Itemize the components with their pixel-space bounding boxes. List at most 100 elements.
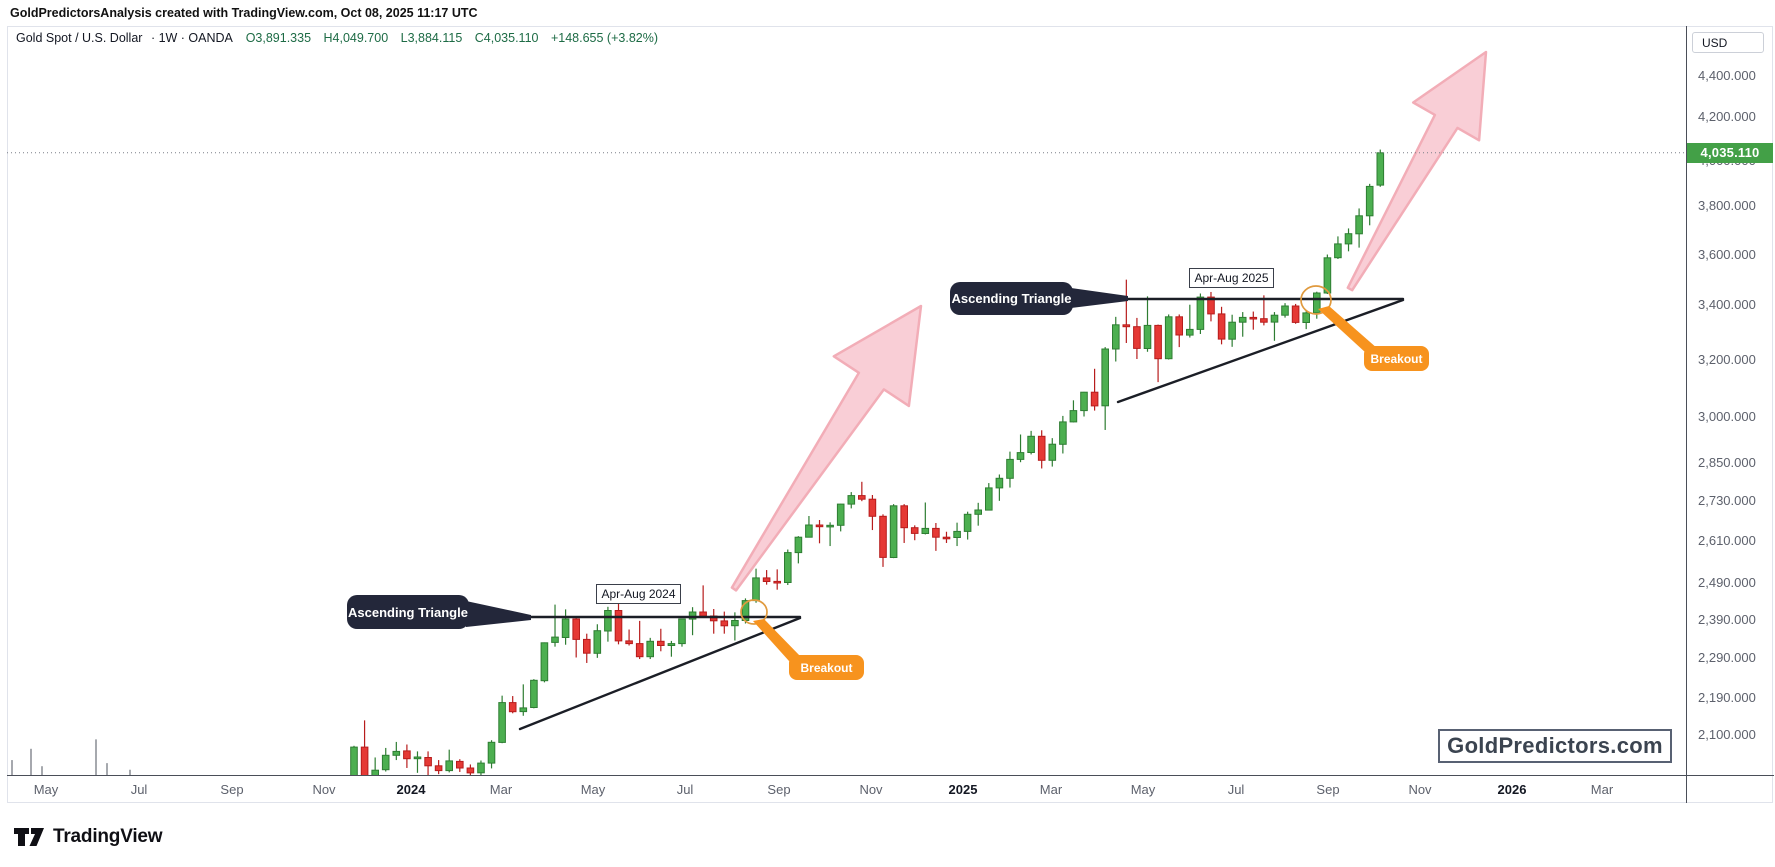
badge-pointer-tail (466, 601, 531, 627)
candle-body (805, 524, 813, 538)
candle-body (371, 769, 379, 775)
symbol-meta[interactable]: · 1W · OANDA (150, 31, 233, 45)
candle-body (1238, 316, 1247, 323)
period-label-1[interactable]: Apr-Aug 2025 (1189, 268, 1274, 288)
time-tick-label: May (580, 782, 606, 797)
ohlc-high: H4,049.700 (323, 31, 389, 45)
symbol-header: Gold Spot / U.S. Dollar · 1W · OANDA O3,… (16, 31, 667, 45)
candle-body (381, 754, 390, 771)
candle-body (1059, 421, 1067, 445)
candle-body (773, 580, 782, 584)
ohlc-change: +148.655 (+3.82%) (550, 31, 658, 45)
candle-body (572, 618, 581, 640)
candle-body (699, 611, 707, 617)
breakout-circle[interactable] (1300, 285, 1332, 315)
time-tick-label: Sep (220, 782, 244, 797)
candle-body (1006, 458, 1014, 479)
last-price-badge: 4,035.110 (1687, 142, 1773, 163)
candle-body (413, 756, 422, 760)
candle-body (593, 630, 602, 654)
candle-body (1249, 316, 1258, 320)
price-tick-label: 3,400.000 (1698, 297, 1756, 313)
ascending-triangle-badge-0[interactable]: Ascending Triangle (347, 595, 469, 629)
credit-line: GoldPredictorsAnalysis created with Trad… (10, 6, 478, 20)
ohlc-low: L3,884.115 (400, 31, 463, 45)
time-tick-label: 2025 (948, 782, 978, 797)
candle-body (1217, 313, 1226, 340)
candle-body (1302, 312, 1311, 323)
triangle-trendline[interactable] (518, 616, 802, 731)
candle-body (836, 503, 845, 526)
candle-body (434, 765, 443, 772)
triangle-trendline[interactable] (1116, 298, 1405, 404)
candle-body (635, 643, 644, 658)
candle-body (540, 642, 549, 682)
price-tick-label: 3,200.000 (1698, 351, 1756, 367)
ohlc-open: O3,891.335 (245, 31, 312, 45)
candle-body (1175, 316, 1184, 336)
candle-body (487, 741, 496, 764)
candle-body (519, 707, 528, 713)
candle-body (1122, 324, 1131, 328)
candle-body (477, 762, 485, 774)
candle-body (1281, 305, 1289, 316)
ascending-triangle-badge-1[interactable]: Ascending Triangle (950, 282, 1073, 315)
candle-body (1323, 257, 1332, 294)
currency-toggle-button[interactable]: USD (1692, 32, 1764, 53)
breakout-badge-1[interactable]: Breakout (1364, 346, 1429, 371)
candle-body (1027, 435, 1035, 453)
time-tick-label: Nov (1408, 782, 1432, 797)
price-axis-separator (1686, 26, 1687, 803)
time-axis-line (7, 775, 1774, 776)
breakout-pointer (1318, 306, 1378, 353)
ohlc-values: O3,891.335 H4,049.700 L3,884.115 C4,035.… (246, 31, 667, 45)
trend-arrow (1346, 50, 1488, 292)
time-tick-label: Jul (130, 782, 148, 797)
time-tick-label: Mar (1590, 782, 1614, 797)
candle-body (784, 552, 792, 583)
period-label-0[interactable]: Apr-Aug 2024 (596, 584, 681, 604)
tradingview-logo[interactable]: TradingView (14, 826, 163, 848)
candle-body (847, 495, 856, 505)
candle-body (1112, 324, 1120, 350)
candle-body (1313, 292, 1321, 314)
price-tick-label: 2,490.000 (1698, 575, 1756, 591)
candle-body (942, 536, 951, 540)
candle-body (1080, 391, 1088, 412)
candle-body (403, 750, 411, 760)
candle-body (921, 527, 930, 534)
candle-body (456, 760, 464, 769)
candle-body (625, 640, 633, 645)
candle-body (583, 638, 591, 654)
price-tick-label: 2,390.000 (1698, 611, 1756, 627)
breakout-circle[interactable] (740, 599, 768, 625)
symbol-name[interactable]: Gold Spot / U.S. Dollar (16, 31, 143, 45)
candle-body (1344, 233, 1353, 245)
candle-body (508, 702, 517, 713)
candle-body (1090, 391, 1099, 407)
breakout-pointer (753, 619, 801, 661)
candle-body (1037, 435, 1046, 461)
candlestick-plot[interactable] (7, 26, 1686, 775)
price-tick-label: 3,600.000 (1698, 246, 1756, 262)
candle-body (963, 513, 972, 532)
candle-body (392, 750, 401, 756)
breakout-badge-0[interactable]: Breakout (789, 655, 864, 680)
price-tick-label: 2,290.000 (1698, 649, 1756, 665)
candle-body (1048, 443, 1057, 461)
candle-body (1376, 152, 1385, 186)
candle-body (974, 509, 983, 515)
candle-body (350, 746, 358, 775)
candle-body (1365, 185, 1374, 217)
time-tick-label: 2024 (396, 782, 426, 797)
time-tick-label: Nov (312, 782, 336, 797)
time-tick-label: May (1130, 782, 1156, 797)
candle-body (910, 527, 919, 534)
candle-body (1069, 410, 1078, 423)
price-tick-label: 2,610.000 (1698, 533, 1756, 549)
price-tick-label: 2,850.000 (1698, 454, 1756, 470)
candle-body (720, 620, 729, 627)
price-tick-label: 4,400.000 (1698, 67, 1756, 83)
candle-body (561, 618, 570, 638)
